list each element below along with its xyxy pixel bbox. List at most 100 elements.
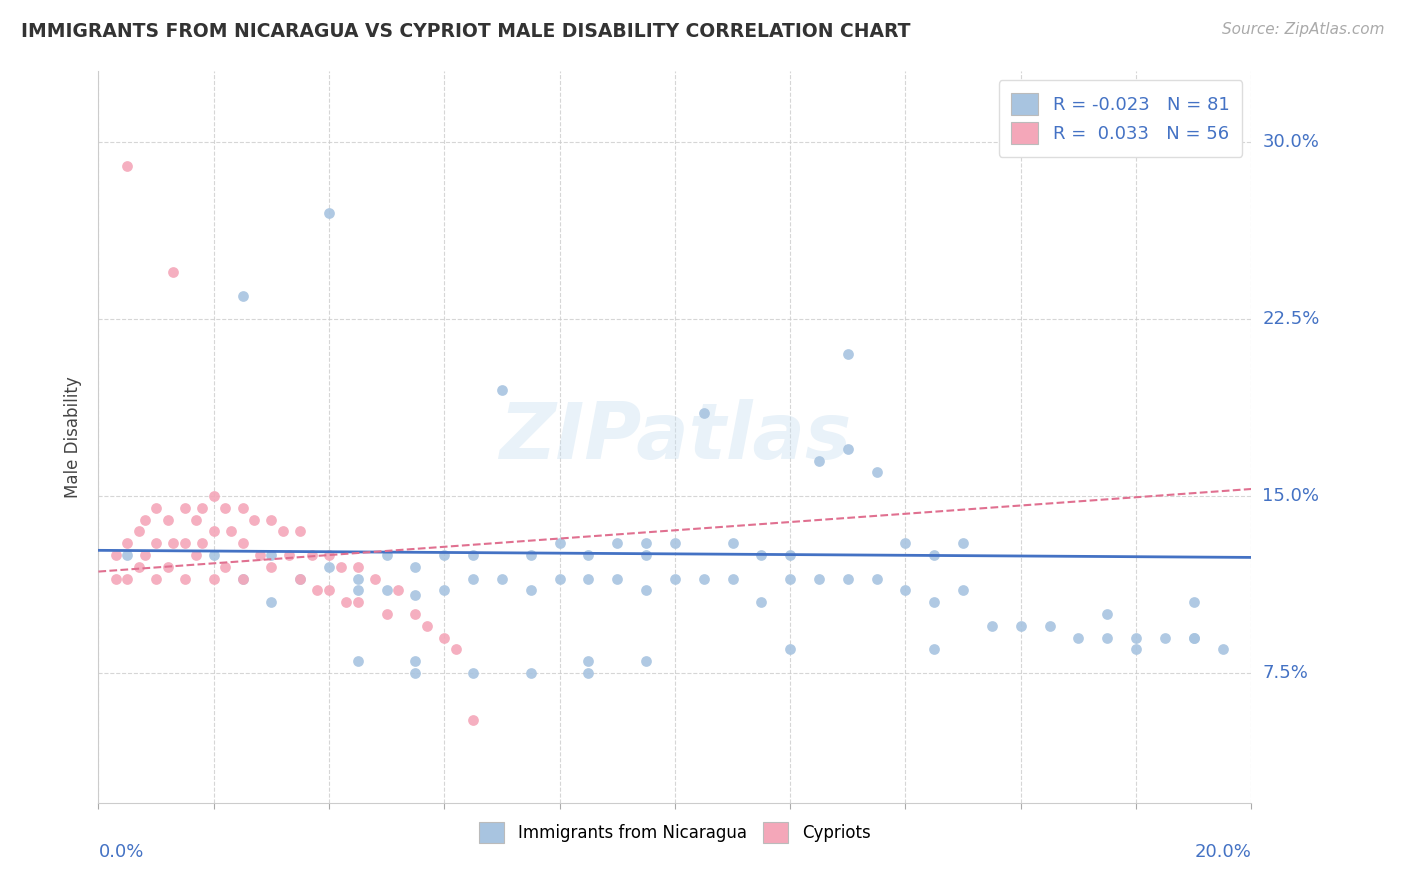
Point bbox=[405, 666, 427, 681]
Point bbox=[548, 536, 571, 550]
Point bbox=[364, 572, 387, 586]
Point bbox=[779, 548, 801, 562]
Point bbox=[145, 536, 167, 550]
Point bbox=[548, 572, 571, 586]
Point bbox=[433, 548, 456, 562]
Point bbox=[636, 536, 658, 550]
Point bbox=[318, 583, 340, 598]
Point bbox=[924, 548, 946, 562]
Point bbox=[174, 500, 197, 515]
Point bbox=[231, 536, 254, 550]
Point bbox=[721, 572, 744, 586]
Point bbox=[290, 572, 312, 586]
Point bbox=[1125, 631, 1147, 645]
Point bbox=[721, 536, 744, 550]
Point bbox=[578, 548, 600, 562]
Point bbox=[186, 513, 208, 527]
Text: 15.0%: 15.0% bbox=[1263, 487, 1319, 505]
Point bbox=[664, 536, 686, 550]
Point bbox=[491, 572, 513, 586]
Point bbox=[779, 642, 801, 657]
Point bbox=[243, 513, 266, 527]
Text: 30.0%: 30.0% bbox=[1263, 133, 1319, 151]
Point bbox=[1039, 619, 1062, 633]
Y-axis label: Male Disability: Male Disability bbox=[65, 376, 83, 498]
Point bbox=[606, 572, 628, 586]
Point bbox=[693, 572, 716, 586]
Point bbox=[318, 548, 340, 562]
Point bbox=[1212, 642, 1234, 657]
Point bbox=[290, 524, 312, 539]
Point bbox=[866, 466, 889, 480]
Point bbox=[104, 548, 127, 562]
Point bbox=[405, 588, 427, 602]
Point bbox=[117, 548, 139, 562]
Point bbox=[1182, 595, 1205, 609]
Text: ZIPatlas: ZIPatlas bbox=[499, 399, 851, 475]
Point bbox=[290, 572, 312, 586]
Point bbox=[329, 559, 352, 574]
Point bbox=[664, 572, 686, 586]
Point bbox=[894, 536, 917, 550]
Text: 22.5%: 22.5% bbox=[1263, 310, 1320, 328]
Point bbox=[416, 619, 439, 633]
Point bbox=[894, 583, 917, 598]
Point bbox=[231, 288, 254, 302]
Point bbox=[134, 548, 156, 562]
Point bbox=[191, 500, 214, 515]
Point bbox=[307, 583, 329, 598]
Point bbox=[104, 572, 127, 586]
Point bbox=[318, 206, 340, 220]
Point bbox=[636, 654, 658, 668]
Point bbox=[128, 524, 150, 539]
Point bbox=[837, 572, 859, 586]
Point bbox=[924, 642, 946, 657]
Point bbox=[260, 559, 283, 574]
Point bbox=[231, 572, 254, 586]
Point bbox=[156, 513, 179, 527]
Point bbox=[277, 548, 299, 562]
Point bbox=[1154, 631, 1177, 645]
Point bbox=[191, 536, 214, 550]
Point bbox=[779, 572, 801, 586]
Point bbox=[751, 595, 773, 609]
Point bbox=[249, 548, 271, 562]
Point bbox=[636, 583, 658, 598]
Point bbox=[578, 572, 600, 586]
Point bbox=[1067, 631, 1090, 645]
Legend: Immigrants from Nicaragua, Cypriots: Immigrants from Nicaragua, Cypriots bbox=[472, 815, 877, 849]
Point bbox=[808, 572, 831, 586]
Point bbox=[156, 559, 179, 574]
Point bbox=[117, 572, 139, 586]
Point bbox=[981, 619, 1004, 633]
Point bbox=[260, 513, 283, 527]
Point bbox=[346, 583, 368, 598]
Text: 7.5%: 7.5% bbox=[1263, 664, 1309, 682]
Point bbox=[231, 572, 254, 586]
Point bbox=[134, 513, 156, 527]
Point bbox=[578, 654, 600, 668]
Point bbox=[260, 548, 283, 562]
Point bbox=[924, 595, 946, 609]
Point bbox=[405, 607, 427, 621]
Point bbox=[202, 489, 225, 503]
Point bbox=[433, 631, 456, 645]
Point bbox=[751, 548, 773, 562]
Point bbox=[174, 572, 197, 586]
Text: 20.0%: 20.0% bbox=[1195, 843, 1251, 861]
Point bbox=[231, 500, 254, 515]
Text: Source: ZipAtlas.com: Source: ZipAtlas.com bbox=[1222, 22, 1385, 37]
Point bbox=[202, 548, 225, 562]
Point bbox=[346, 654, 368, 668]
Point bbox=[837, 442, 859, 456]
Point bbox=[375, 583, 398, 598]
Point bbox=[1298, 536, 1320, 550]
Point bbox=[405, 654, 427, 668]
Point bbox=[117, 536, 139, 550]
Point bbox=[952, 536, 974, 550]
Text: IMMIGRANTS FROM NICARAGUA VS CYPRIOT MALE DISABILITY CORRELATION CHART: IMMIGRANTS FROM NICARAGUA VS CYPRIOT MAL… bbox=[21, 22, 911, 41]
Point bbox=[202, 572, 225, 586]
Point bbox=[375, 607, 398, 621]
Point bbox=[202, 524, 225, 539]
Point bbox=[346, 572, 368, 586]
